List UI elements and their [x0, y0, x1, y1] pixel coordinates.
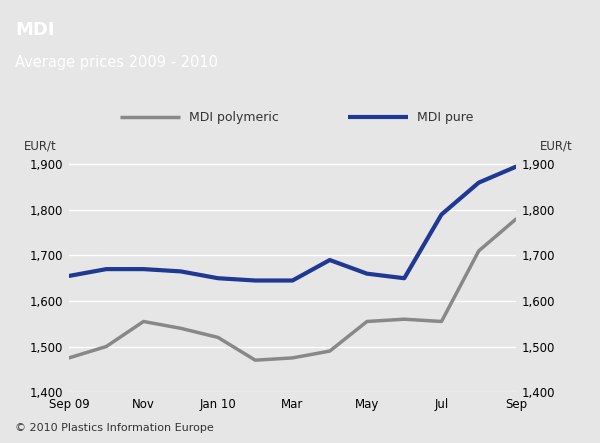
Text: © 2010 Plastics Information Europe: © 2010 Plastics Information Europe [15, 423, 214, 433]
Text: MDI polymeric: MDI polymeric [189, 111, 279, 124]
Text: EUR/t: EUR/t [24, 140, 57, 152]
Text: Average prices 2009 - 2010: Average prices 2009 - 2010 [15, 55, 218, 70]
Text: MDI: MDI [15, 21, 55, 39]
Text: EUR/t: EUR/t [540, 140, 573, 152]
Text: MDI pure: MDI pure [417, 111, 473, 124]
